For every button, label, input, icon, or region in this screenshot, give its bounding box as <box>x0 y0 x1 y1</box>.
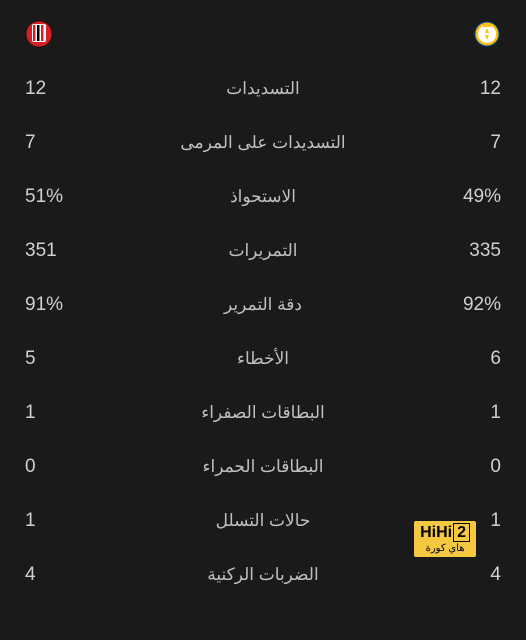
stat-right-value: 12 <box>441 78 501 100</box>
stat-right-value: 4 <box>441 564 501 586</box>
stat-left-value: 12 <box>25 78 85 100</box>
stat-right-value: 0 <box>441 456 501 478</box>
stat-right-value: 49% <box>441 186 501 208</box>
stat-label: البطاقات الحمراء <box>85 457 441 477</box>
stats-list: 12 التسديدات 12 7 التسديدات على المرمى 7… <box>25 78 501 586</box>
stat-row: 0 البطاقات الحمراء 0 <box>25 456 501 478</box>
stat-right-value: 7 <box>441 132 501 154</box>
stat-label: البطاقات الصفراء <box>85 403 441 423</box>
stat-row: 7 التسديدات على المرمى 7 <box>25 132 501 154</box>
stat-right-value: 335 <box>441 240 501 262</box>
stat-row: 5 الأخطاء 6 <box>25 348 501 370</box>
watermark-brand: HiHi2 <box>420 524 470 542</box>
stat-left-value: 4 <box>25 564 85 586</box>
stat-row: 12 التسديدات 12 <box>25 78 501 100</box>
stat-label: الاستحواذ <box>85 187 441 207</box>
stat-left-value: 7 <box>25 132 85 154</box>
team-left-badge <box>25 20 53 48</box>
stat-label: حالات التسلل <box>85 511 441 531</box>
stat-right-value: 6 <box>441 348 501 370</box>
stat-row: 91% دقة التمرير 92% <box>25 294 501 316</box>
stat-left-value: 351 <box>25 240 85 262</box>
stat-label: دقة التمرير <box>85 295 441 315</box>
stat-left-value: 1 <box>25 402 85 424</box>
stat-label: الأخطاء <box>85 349 441 369</box>
stat-row: 51% الاستحواذ 49% <box>25 186 501 208</box>
watermark-badge: HiHi2 هاي كورة <box>414 521 476 557</box>
stat-label: التمريرات <box>85 241 441 261</box>
milan-icon <box>25 20 53 48</box>
stat-label: التسديدات <box>85 79 441 99</box>
stat-right-value: 92% <box>441 294 501 316</box>
stat-row: 4 الضربات الركنية 4 <box>25 564 501 586</box>
team-right-badge <box>473 20 501 48</box>
madrid-icon <box>473 20 501 48</box>
stat-label: التسديدات على المرمى <box>85 133 441 153</box>
stat-left-value: 5 <box>25 348 85 370</box>
stat-left-value: 0 <box>25 456 85 478</box>
stat-label: الضربات الركنية <box>85 565 441 585</box>
teams-header <box>25 20 501 48</box>
stat-row: 351 التمريرات 335 <box>25 240 501 262</box>
stat-left-value: 91% <box>25 294 85 316</box>
stat-right-value: 1 <box>441 402 501 424</box>
watermark-tagline: هاي كورة <box>420 543 470 554</box>
stat-left-value: 1 <box>25 510 85 532</box>
stat-left-value: 51% <box>25 186 85 208</box>
stat-row: 1 البطاقات الصفراء 1 <box>25 402 501 424</box>
